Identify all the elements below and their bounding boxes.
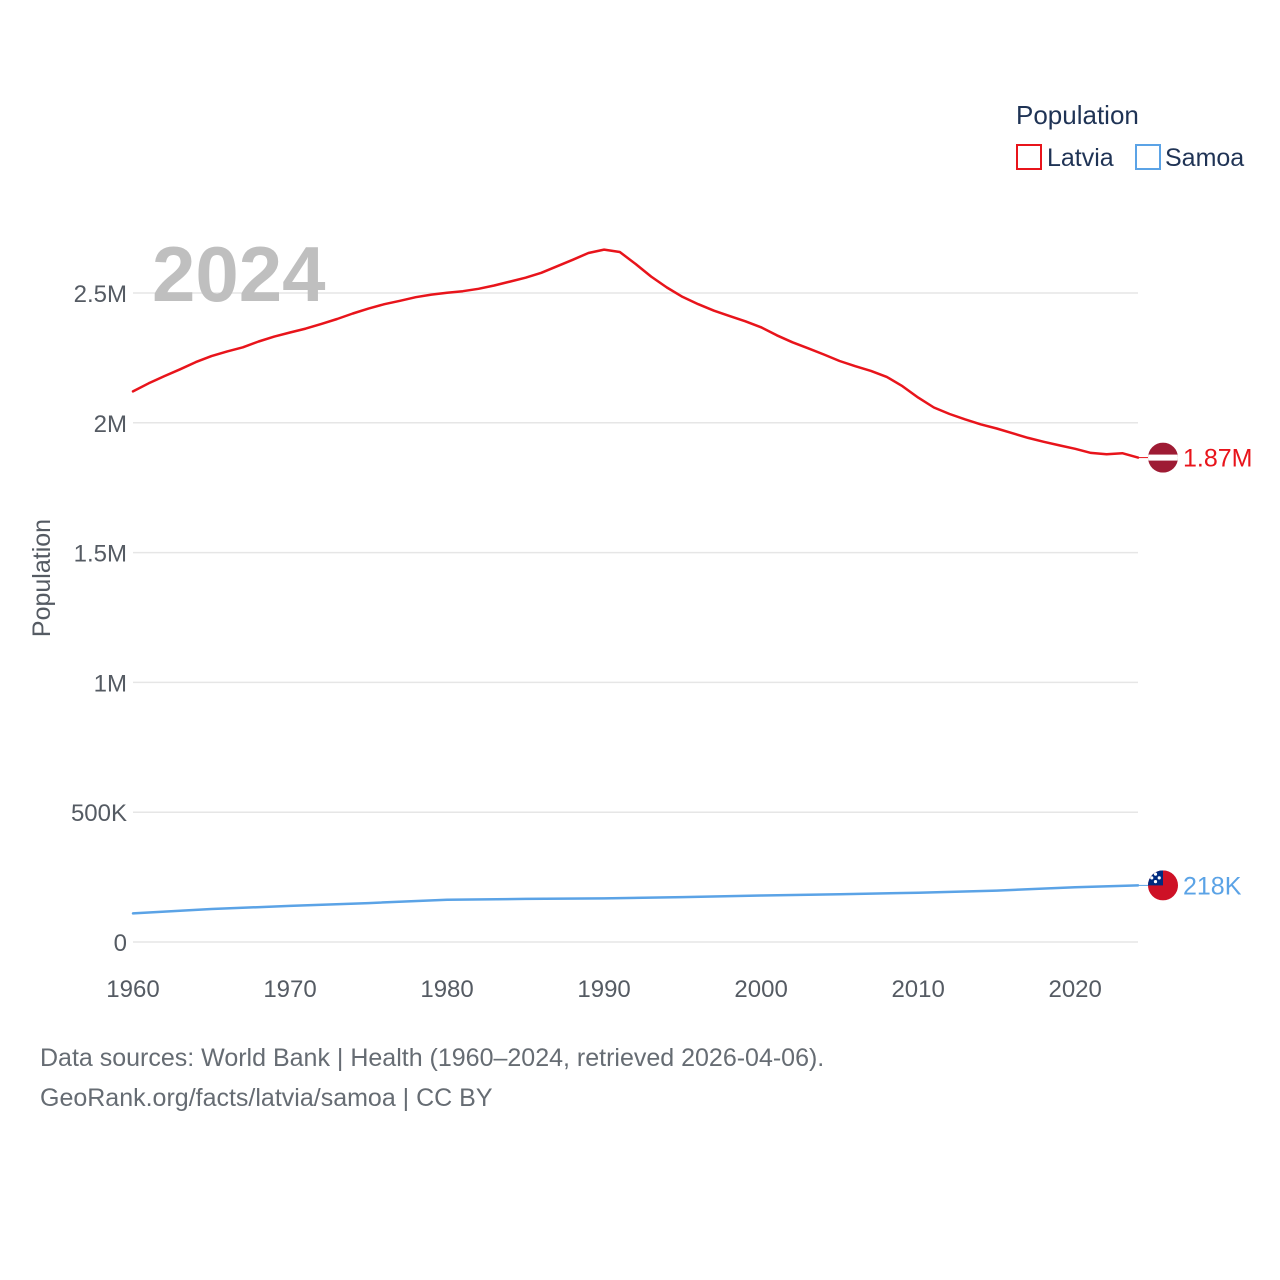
y-axis-ticks: 0 500K 1M 1.5M 2M 2.5M xyxy=(71,281,127,957)
x-tick-label: 1980 xyxy=(420,976,473,1003)
x-tick-label: 1960 xyxy=(106,976,159,1003)
legend-swatch-latvia[interactable] xyxy=(1016,144,1042,170)
grid-lines xyxy=(133,292,1138,943)
legend: Population Latvia Samoa xyxy=(1016,100,1244,172)
population-chart: 0 500K 1M 1.5M 2M 2.5M 1960 1970 1980 1990 2000 20… xyxy=(28,100,1252,1003)
y-tick-label: 1.5M xyxy=(74,541,127,568)
end-markers: 1.87M 218K xyxy=(1138,442,1252,901)
x-axis-ticks: 1960 1970 1980 1990 2000 2010 2020 xyxy=(106,976,1102,1003)
y-tick-label: 500K xyxy=(71,800,127,827)
x-tick-label: 1990 xyxy=(577,976,630,1003)
x-tick-label: 2020 xyxy=(1048,976,1101,1003)
x-tick-label: 2010 xyxy=(891,976,944,1003)
y-tick-label: 2M xyxy=(94,411,127,438)
x-tick-label: 1970 xyxy=(263,976,316,1003)
legend-title: Population xyxy=(1016,100,1139,130)
y-tick-label: 1M xyxy=(94,670,127,697)
source-link[interactable]: GeoRank.org/facts/latvia/samoa | CC BY xyxy=(40,1084,493,1112)
end-value-label-latvia: 1.87M xyxy=(1183,445,1252,473)
end-value-label-samoa: 218K xyxy=(1183,872,1242,900)
latvia-flag-icon xyxy=(1148,442,1178,473)
y-axis-title: Population xyxy=(28,519,56,637)
series-lines xyxy=(131,248,1140,915)
legend-label-latvia[interactable]: Latvia xyxy=(1047,144,1114,172)
series-line-latvia[interactable] xyxy=(131,248,1140,459)
samoa-flag-icon xyxy=(1148,870,1178,901)
y-tick-label: 2.5M xyxy=(74,281,127,308)
series-line-samoa[interactable] xyxy=(131,884,1140,915)
current-year-label: 2024 xyxy=(152,230,326,318)
legend-label-samoa[interactable]: Samoa xyxy=(1165,144,1244,172)
x-tick-label: 2000 xyxy=(734,976,787,1003)
y-tick-label: 0 xyxy=(114,930,127,957)
data-sources-note: Data sources: World Bank | Health (1960–… xyxy=(40,1044,825,1072)
legend-swatch-samoa[interactable] xyxy=(1135,144,1161,170)
